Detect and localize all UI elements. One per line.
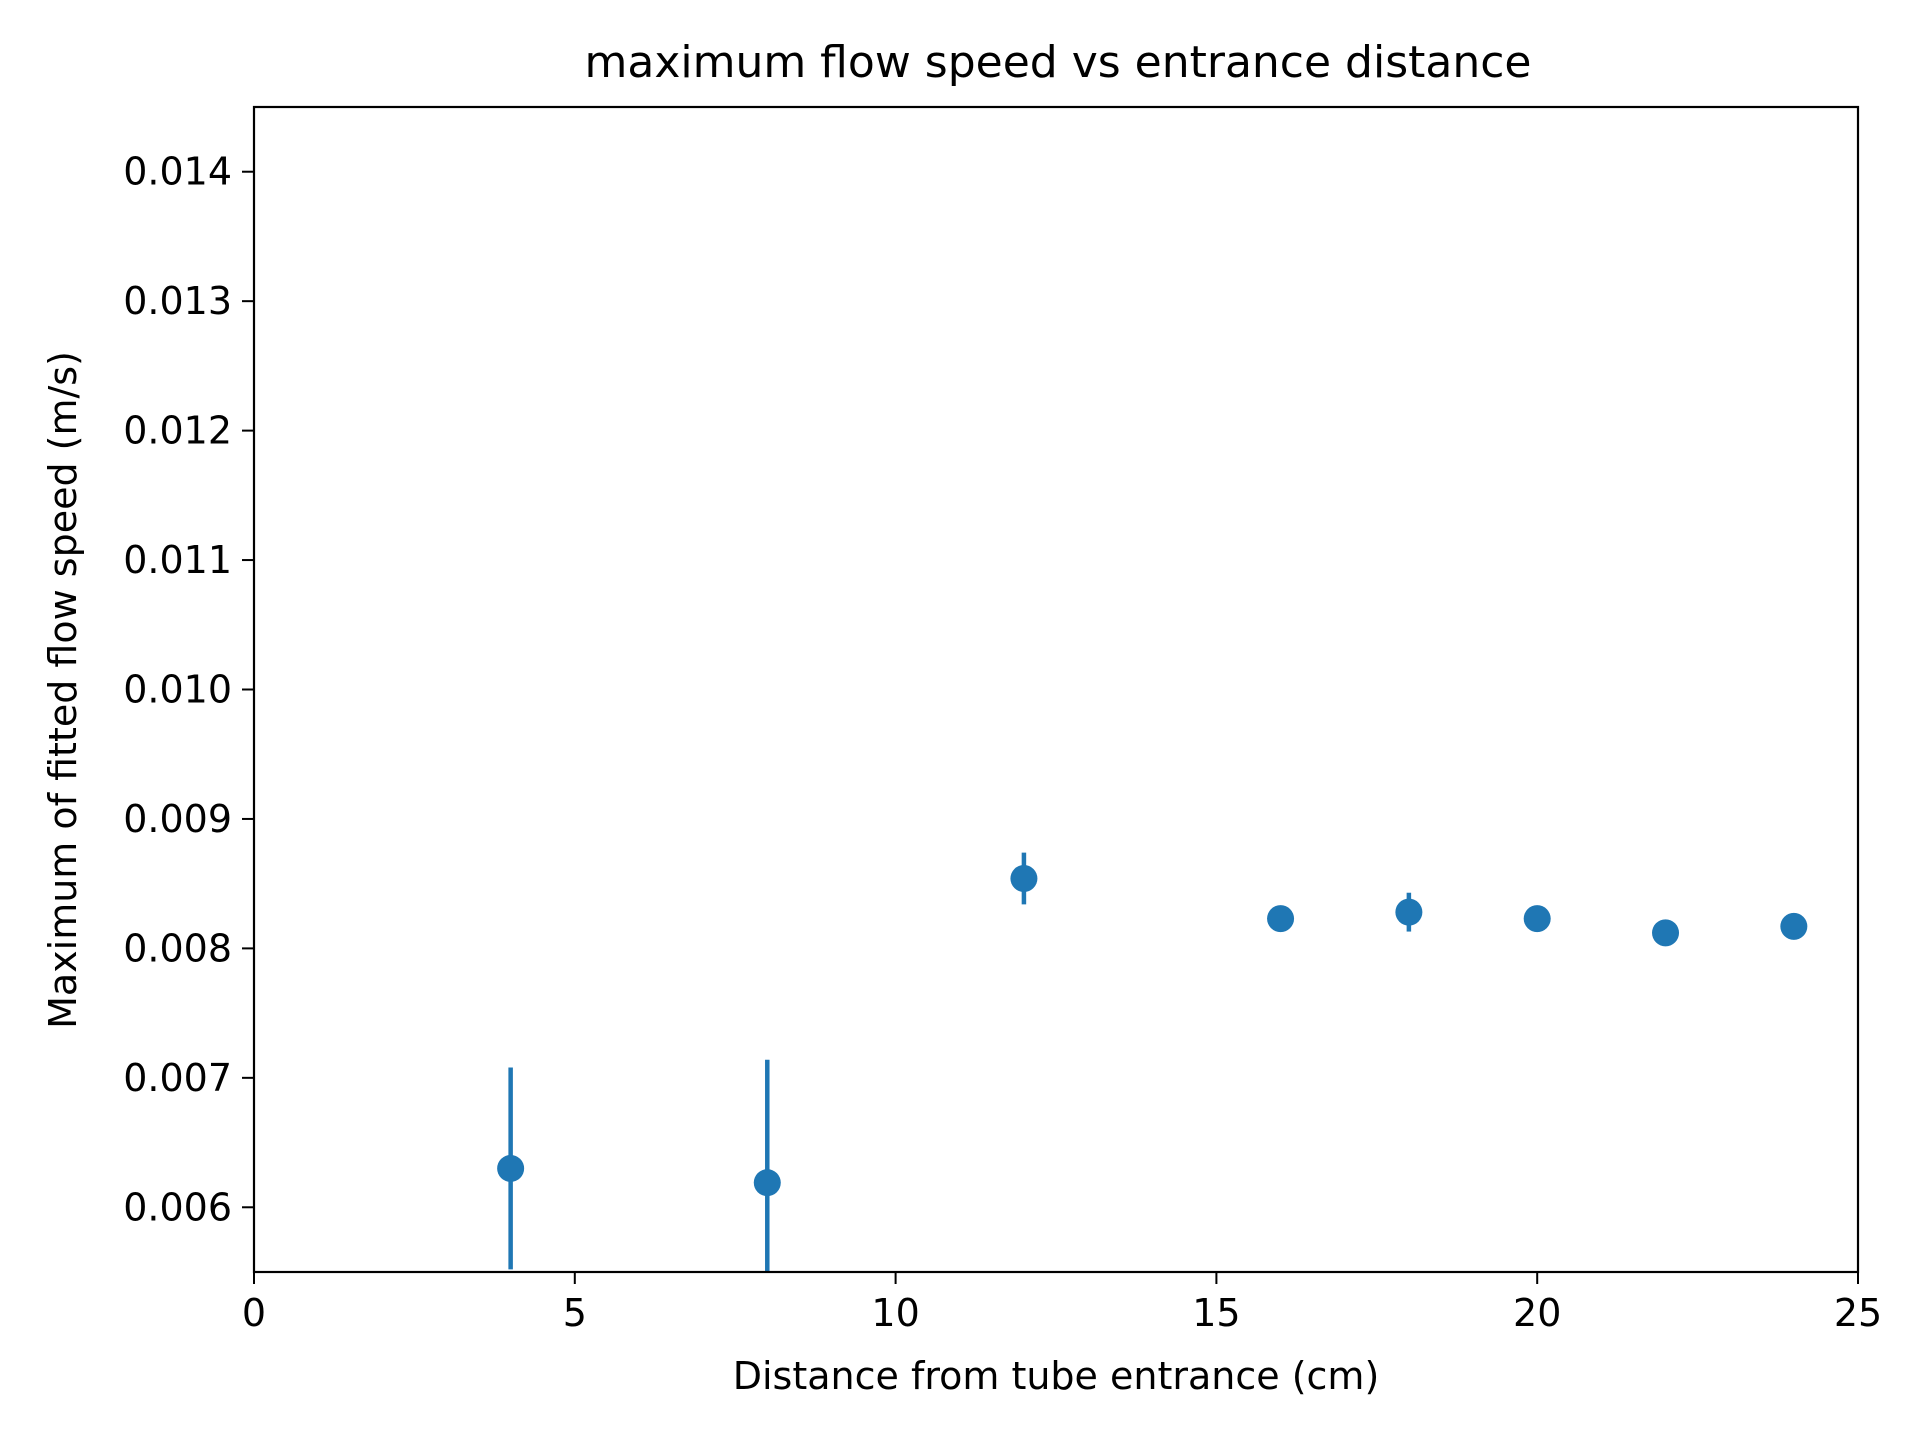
- data-point: [1395, 898, 1423, 926]
- data-point: [1267, 905, 1295, 933]
- data-point: [1652, 919, 1680, 947]
- y-tick-label: 0.008: [123, 926, 232, 970]
- data-point: [1523, 905, 1551, 933]
- data-point: [1010, 864, 1038, 892]
- y-tick-label: 0.010: [123, 668, 232, 712]
- y-tick-label: 0.011: [123, 538, 232, 582]
- x-tick-label: 0: [242, 1291, 266, 1335]
- x-tick-label: 10: [871, 1291, 919, 1335]
- y-tick-label: 0.006: [123, 1185, 232, 1229]
- data-point: [753, 1169, 781, 1197]
- y-tick-label: 0.009: [123, 797, 232, 841]
- y-axis: 0.006 0.007 0.008 0.009 0.010 0.011 0.012 0.013…: [123, 150, 254, 1229]
- y-axis-label: Maximum of fitted flow speed (m/s): [41, 351, 85, 1029]
- data-point: [497, 1154, 525, 1182]
- chart-title: maximum flow speed vs entrance distance: [585, 37, 1532, 88]
- x-tick-label: 15: [1192, 1291, 1240, 1335]
- x-axis: 0 5 10 15 20 25: [242, 1272, 1882, 1335]
- data-point: [1780, 912, 1808, 940]
- y-tick-label: 0.007: [123, 1056, 232, 1100]
- plot-area: [497, 852, 1808, 1272]
- x-tick-label: 5: [563, 1291, 587, 1335]
- y-tick-label: 0.012: [123, 409, 232, 453]
- y-tick-label: 0.014: [123, 150, 232, 194]
- x-axis-label: Distance from tube entrance (cm): [733, 1354, 1380, 1398]
- x-tick-label: 20: [1513, 1291, 1561, 1335]
- x-tick-label: 25: [1834, 1291, 1882, 1335]
- y-tick-label: 0.013: [123, 279, 232, 323]
